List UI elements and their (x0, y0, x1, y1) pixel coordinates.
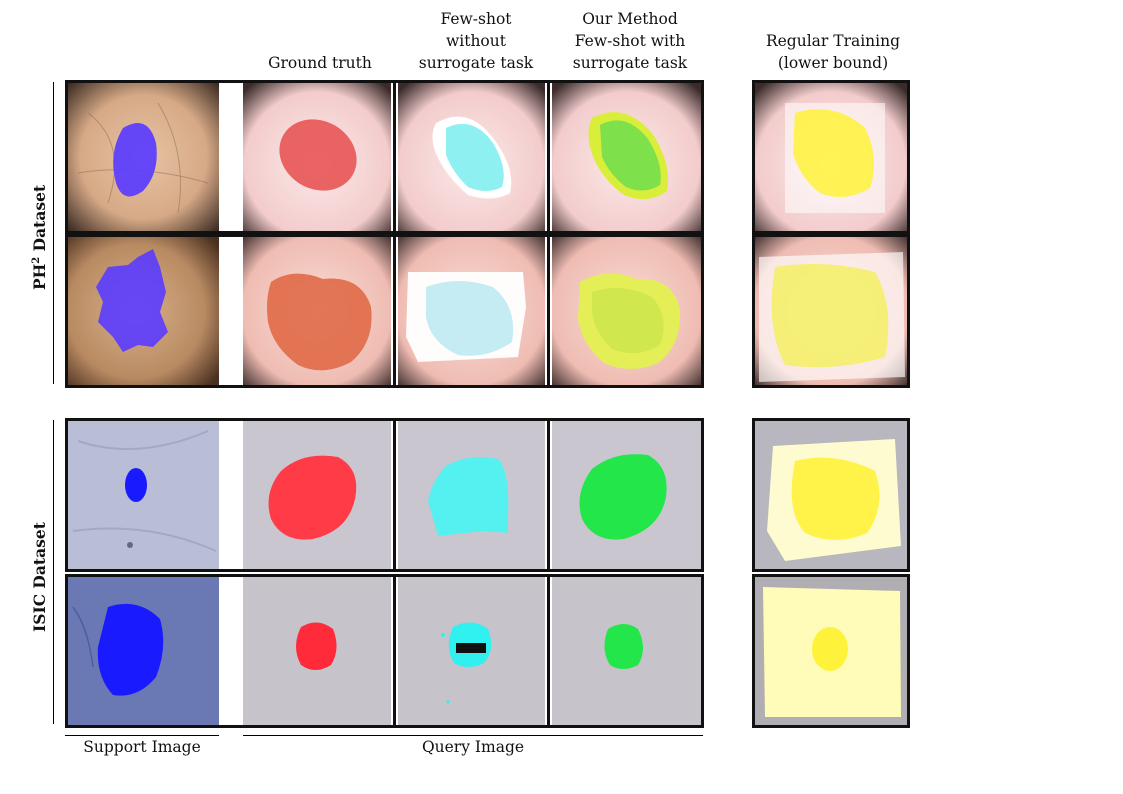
header-few-shot-without-line3: surrogate task (418, 54, 534, 72)
footer-support-label: Support Image (65, 738, 219, 756)
isic-2-gap (222, 577, 240, 725)
header-regular-training-line1: Regular Training (765, 32, 901, 50)
query-underline (243, 735, 703, 736)
ph2-2-gap (222, 237, 240, 385)
row-label-ph2-text: PH (30, 263, 49, 290)
row-label-ph2-rest: Dataset (30, 184, 49, 257)
isic-2-regular-training (755, 577, 907, 725)
header-our-method: Our Method Few-shot with surrogate task (558, 8, 702, 74)
isic-1-sep-a (391, 421, 398, 569)
isic-1-support-image (68, 421, 219, 569)
isic-2-sep-a (391, 577, 398, 725)
header-few-shot-without-line1: Few-shot (440, 10, 512, 28)
isic-2-support-image (68, 577, 219, 725)
isic-1-our-method (552, 421, 701, 569)
isic-1-ground-truth (243, 421, 391, 569)
isic-1-sep-b (545, 421, 552, 569)
isic-2-few-shot-without (398, 577, 545, 725)
row-label-ph2: PH2 Dataset (30, 185, 49, 290)
ph2-1-our-method (552, 83, 701, 231)
header-our-method-line2: Few-shot with (574, 32, 686, 50)
isic-bracket-line (53, 420, 54, 724)
ph2-1-few-shot-without (398, 83, 545, 231)
ph2-bracket-line (53, 82, 54, 384)
ph2-2-our-method (552, 237, 701, 385)
row-label-isic-text: ISIC Dataset (30, 522, 49, 632)
ph2-2-ground-truth (243, 237, 391, 385)
ph2-2-few-shot-without (398, 237, 545, 385)
support-underline (65, 735, 219, 736)
ph2-1-sep-a (391, 83, 398, 231)
footer-support-text: Support Image (83, 738, 201, 756)
header-ground-truth: Ground truth (258, 52, 382, 74)
ph2-2-support-image (68, 237, 219, 385)
isic-2-our-method (552, 577, 701, 725)
header-few-shot-without: Few-shot without surrogate task (408, 8, 544, 74)
header-our-method-line3: surrogate task (572, 54, 688, 72)
ph2-1-gap (222, 83, 240, 231)
header-ground-truth-text: Ground truth (268, 54, 372, 72)
header-regular-training: Regular Training (lower bound) (750, 30, 916, 74)
header-our-method-line1: Our Method (582, 10, 678, 28)
row-label-isic: ISIC Dataset (30, 522, 49, 632)
ph2-1-sep-b (545, 83, 552, 231)
isic-1-few-shot-without (398, 421, 545, 569)
footer-query-label: Query Image (243, 738, 703, 756)
row-label-ph2-sup: 2 (30, 256, 42, 264)
footer-query-text: Query Image (421, 738, 525, 756)
isic-2-sep-b (545, 577, 552, 725)
ph2-1-regular-training (755, 83, 907, 231)
ph2-2-sep-a (391, 237, 398, 385)
ph2-2-sep-b (545, 237, 552, 385)
header-few-shot-without-line2: without (446, 32, 506, 50)
isic-1-gap (222, 421, 240, 569)
ph2-1-support-image (68, 83, 219, 231)
ph2-2-regular-training (755, 237, 907, 385)
isic-2-ground-truth (243, 577, 391, 725)
header-regular-training-line2: (lower bound) (777, 54, 889, 72)
ph2-1-ground-truth (243, 83, 391, 231)
isic-1-regular-training (755, 421, 907, 569)
